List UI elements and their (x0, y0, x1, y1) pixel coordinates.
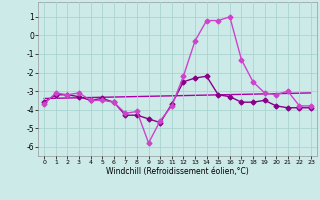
X-axis label: Windchill (Refroidissement éolien,°C): Windchill (Refroidissement éolien,°C) (106, 167, 249, 176)
